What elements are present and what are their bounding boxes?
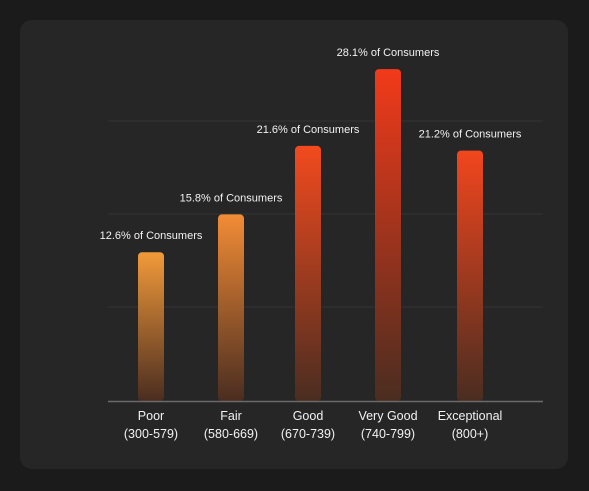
x-tick-label: Fair [220,409,242,423]
bar [375,69,401,402]
x-tick-range: (580-669) [204,427,258,441]
x-tick-label: Very Good [358,409,417,423]
x-tick-range: (740-799) [361,427,415,441]
bar [218,214,244,401]
data-labels: 12.6% of Consumers 15.8% of Consumers 21.6… [100,47,522,242]
x-tick-label: Good [293,409,324,423]
bar [457,150,483,401]
data-label: 28.1% of Consumers [337,47,440,59]
x-tick-labels: Poor (300-579) Fair (580-669) Good (670-739) V… [124,409,502,441]
x-tick-label: Exceptional [438,409,503,423]
data-label: 21.6% of Consumers [257,124,360,136]
data-label: 15.8% of Consumers [180,192,283,204]
x-tick-range: (670-739) [281,427,335,441]
x-tick-range: (800+) [452,427,488,441]
x-tick-label: Poor [138,409,164,423]
data-label: 21.2% of Consumers [419,129,522,141]
data-label: 12.6% of Consumers [100,230,203,242]
x-tick-range: (300-579) [124,427,178,441]
bar [138,252,164,401]
bar [295,145,321,401]
bars [138,69,483,402]
